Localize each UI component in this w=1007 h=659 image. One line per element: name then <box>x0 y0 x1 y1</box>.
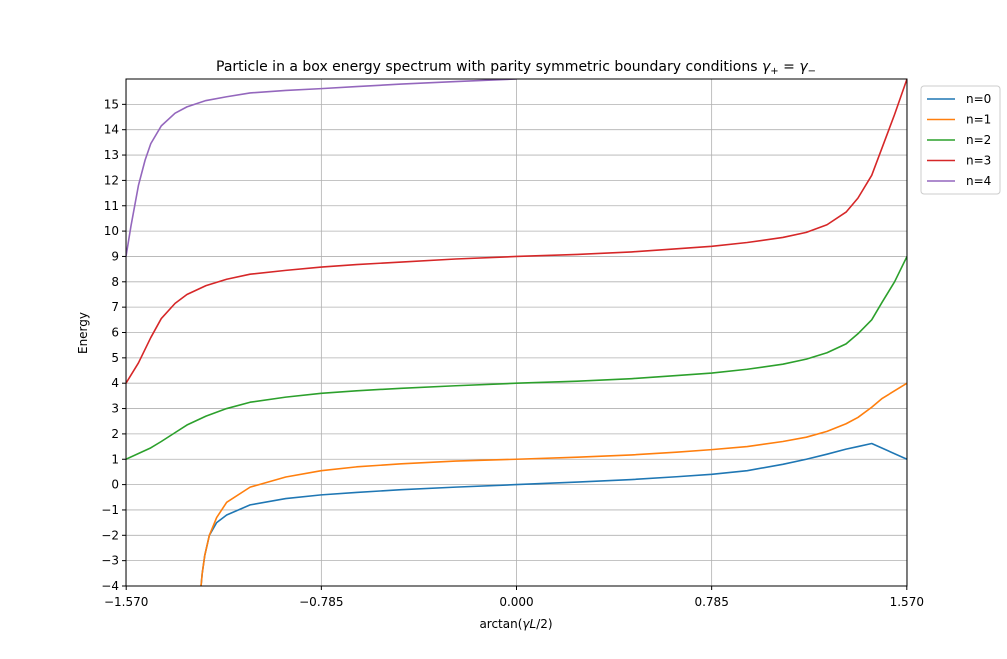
y-tick-label: 8 <box>111 275 119 289</box>
legend-label: n=2 <box>966 133 991 147</box>
y-tick-label: 15 <box>104 97 119 111</box>
chart-title: Particle in a box energy spectrum with p… <box>216 59 816 77</box>
y-tick-label: 9 <box>111 249 119 263</box>
y-tick-label: 11 <box>104 199 119 213</box>
y-tick-label: −1 <box>101 503 119 517</box>
y-tick-label: 6 <box>111 326 119 340</box>
y-tick-label: 10 <box>104 224 119 238</box>
y-tick-label: 13 <box>104 148 119 162</box>
grid <box>125 79 908 587</box>
x-tick-label: 1.570 <box>890 595 924 609</box>
series-line-n-4 <box>126 79 517 257</box>
x-tick-label: 0.000 <box>499 595 533 609</box>
y-tick-label: 0 <box>111 478 119 492</box>
y-tick-label: 14 <box>104 123 119 137</box>
legend-box <box>920 85 1001 195</box>
y-tick-label: −3 <box>101 554 119 568</box>
x-axis-label: arctan(γL/2) <box>479 617 552 631</box>
y-tick-label: −2 <box>101 528 119 542</box>
legend: n=0 n=1 n=2 n=3 n=4 <box>920 85 1001 195</box>
y-tick-label: 12 <box>104 173 119 187</box>
series-line-n-3 <box>126 79 907 384</box>
legend-label: n=4 <box>966 174 991 188</box>
y-tick-label: −4 <box>101 579 119 593</box>
legend-label: n=0 <box>966 92 991 106</box>
x-tick-label: −0.785 <box>299 595 343 609</box>
legend-label: n=1 <box>966 113 991 127</box>
y-tick-label: 3 <box>111 402 119 416</box>
y-tick-label: 2 <box>111 427 119 441</box>
series-lines <box>126 79 907 586</box>
series-line-n-2 <box>126 256 907 460</box>
y-tick-label: 5 <box>111 351 119 365</box>
x-axis-ticks: −1.570 −0.785 0.000 0.785 1.570 <box>104 586 924 609</box>
series-line-n-0 <box>200 442 907 586</box>
y-axis-label: Energy <box>76 312 90 354</box>
x-tick-label: 0.785 <box>694 595 728 609</box>
series-line-n-1 <box>200 382 907 586</box>
y-tick-label: 7 <box>111 300 119 314</box>
x-tick-label: −1.570 <box>104 595 148 609</box>
y-tick-label: 1 <box>111 452 119 466</box>
y-tick-label: 4 <box>111 376 119 390</box>
legend-label: n=3 <box>966 154 991 168</box>
